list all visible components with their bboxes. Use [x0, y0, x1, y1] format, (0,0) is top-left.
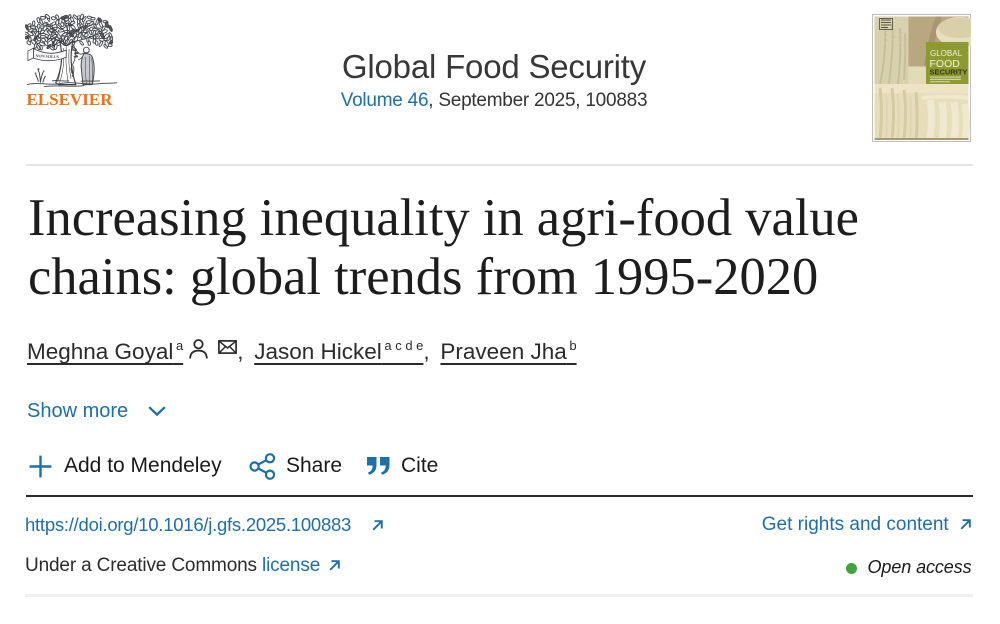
svg-text:NON SOLUS: NON SOLUS	[35, 53, 59, 59]
svg-text:SECURITY: SECURITY	[930, 68, 968, 77]
svg-text:GLOBAL: GLOBAL	[930, 49, 963, 58]
svg-text:FOOD: FOOD	[930, 58, 961, 70]
